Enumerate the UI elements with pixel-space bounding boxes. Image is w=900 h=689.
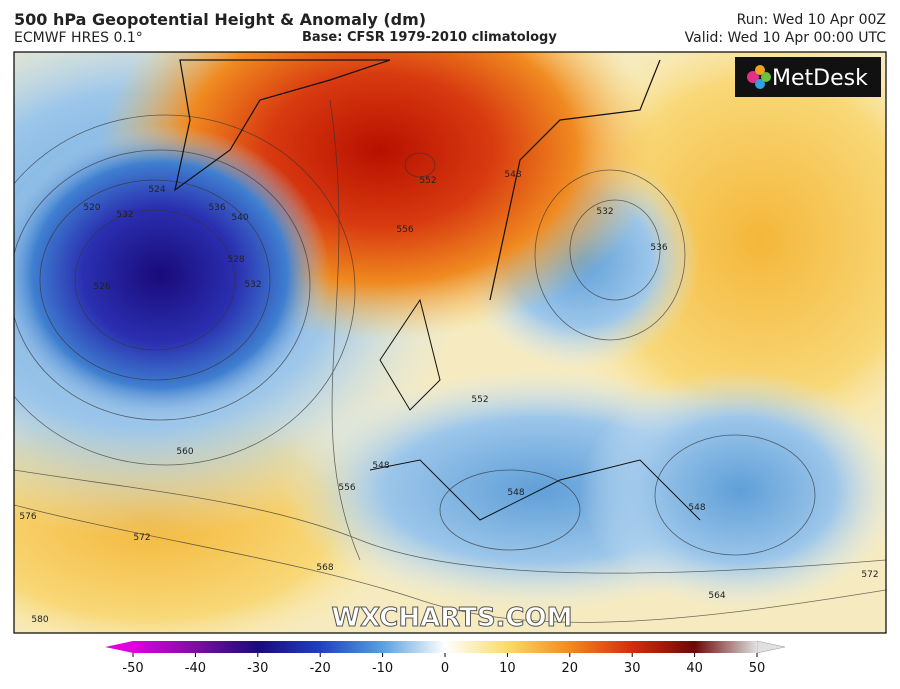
contour-label: 548 [507,488,524,498]
contour-label: 536 [650,243,667,253]
contour-label: 548 [372,461,389,471]
run: Run: Wed 10 Apr 00Z [736,12,886,28]
logo-icon [747,65,771,89]
map-frame [13,51,887,634]
colorbar [133,641,757,653]
colorbar-tick-label: -30 [247,661,268,676]
contour-label: 528 [227,255,244,265]
colorbar-tick-label: -10 [372,661,393,676]
contour-label: 540 [231,213,248,223]
contour-label: 552 [471,395,488,405]
contour-label: 536 [208,203,225,213]
contour-label: 526 [93,282,110,292]
contour-label: 572 [133,533,150,543]
colorbar-tick-label: -50 [122,661,143,676]
anomaly-field: 524 520 532 536 540 528 532 526 552 556 548 532 536 5… [14,52,886,633]
contour-label: 572 [861,570,878,580]
colorbar-tick-label: -40 [185,661,206,676]
contour-label: 568 [316,563,333,573]
colorbar-tick-label: 30 [624,661,641,676]
contour-label: 552 [419,176,436,186]
contour-label: 556 [338,483,355,493]
contour-label: 524 [148,185,165,195]
base: Base: CFSR 1979-2010 climatology [302,30,557,45]
contour-label: 532 [596,207,613,217]
contour-label: 532 [244,280,261,290]
logo-box [735,57,881,97]
colorbar-min-arrow [105,641,133,653]
colorbar-tick-label: 20 [562,661,579,676]
contour-label: 564 [708,591,725,601]
colorbar-tick-label: -20 [310,661,331,676]
contour-label: 576 [19,512,36,522]
contour-label: 580 [31,615,48,625]
model: ECMWF HRES 0.1° [14,30,143,46]
contour-label: 560 [176,447,193,457]
colorbar-tick-label: 10 [499,661,516,676]
colorbar-tick-label: 50 [749,661,766,676]
contour-label: 548 [688,503,705,513]
contour-label: 556 [396,225,413,235]
colorbar-tick-label: 40 [686,661,703,676]
colorbar-max-arrow [756,640,786,654]
contour-label: 520 [83,203,100,213]
colorbar-tick-label: 0 [441,661,449,676]
title: 500 hPa Geopotential Height & Anomaly (d… [14,10,427,29]
watermark: WXCHARTS.COM [331,603,572,633]
valid: Valid: Wed 10 Apr 00:00 UTC [684,30,886,46]
logo: MetDesk [772,66,868,91]
contour-label: 548 [504,170,521,180]
contour-label: 532 [116,210,133,220]
